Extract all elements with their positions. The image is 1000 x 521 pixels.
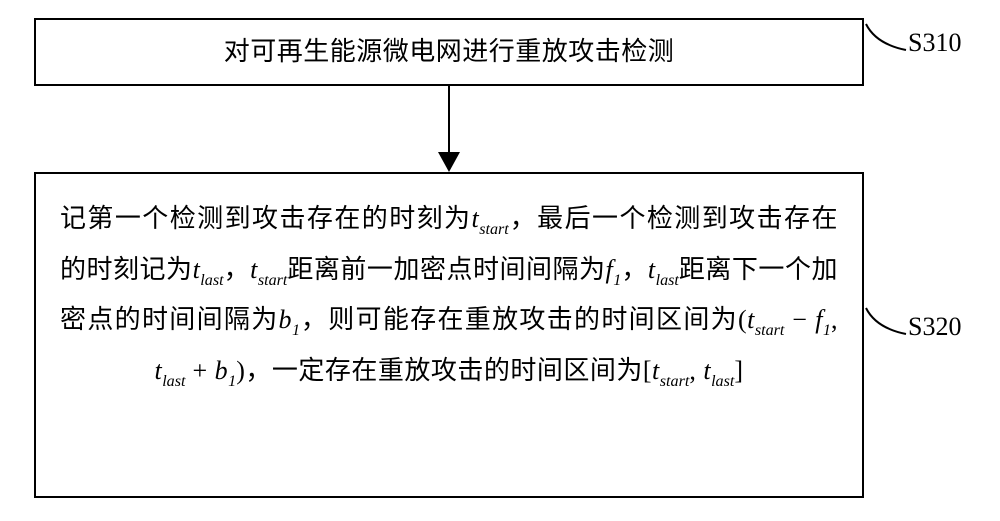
step-label-connector-s310 xyxy=(864,22,908,58)
step-label-s320: S320 xyxy=(908,312,961,342)
math-subscript: last xyxy=(656,272,679,289)
edge-s310-s320-line xyxy=(448,86,450,156)
step-label-s310: S310 xyxy=(908,28,961,58)
math-subscript: start xyxy=(479,221,509,238)
math-subscript: 1 xyxy=(823,322,831,339)
math-var: f xyxy=(815,305,823,334)
math-var: b xyxy=(279,305,293,334)
math-var: t xyxy=(747,305,755,334)
math-subscript: 1 xyxy=(292,322,300,339)
tick-path xyxy=(866,308,906,334)
math-subscript: 1 xyxy=(613,272,621,289)
tick-path xyxy=(866,24,906,50)
math-subscript: last xyxy=(200,272,223,289)
math-var: t xyxy=(652,356,660,385)
math-var: t xyxy=(250,255,258,284)
flow-step-s320: 记第一个检测到攻击存在的时刻为tstart，最后一个检测到攻击存在的时刻记为tl… xyxy=(34,172,864,498)
math-var: t xyxy=(703,356,711,385)
math-subscript: last xyxy=(162,373,185,390)
flow-step-s320-text: 记第一个检测到攻击存在的时刻为tstart，最后一个检测到攻击存在的时刻记为tl… xyxy=(60,194,838,397)
step-label-connector-s320 xyxy=(864,306,908,342)
math-subscript: start xyxy=(755,322,785,339)
math-subscript: start xyxy=(660,373,690,390)
math-var: t xyxy=(648,255,656,284)
math-subscript: start xyxy=(258,272,288,289)
math-subscript: last xyxy=(711,373,734,390)
flow-step-s310-text: 对可再生能源微电网进行重放攻击检测 xyxy=(224,35,675,69)
math-subscript: 1 xyxy=(228,373,236,390)
flow-step-s310: 对可再生能源微电网进行重放攻击检测 xyxy=(34,18,864,86)
flowchart-canvas: 对可再生能源微电网进行重放攻击检测 记第一个检测到攻击存在的时刻为tstart，… xyxy=(0,0,1000,521)
math-var: b xyxy=(215,356,229,385)
edge-s310-s320-arrowhead xyxy=(438,152,460,172)
